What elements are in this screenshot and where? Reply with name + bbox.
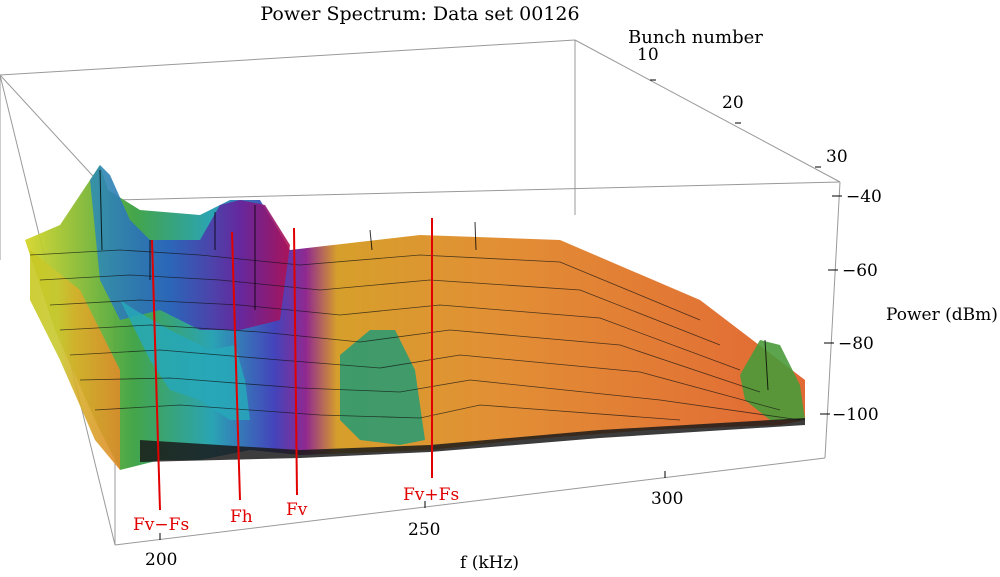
y-tick-label-30: 30 (826, 147, 848, 167)
frequency-markers (151, 218, 433, 511)
z-tick-label-neg60: −60 (842, 261, 878, 281)
marker-label-fv-plus-fs: Fv+Fs (403, 485, 459, 505)
y-tick-label-10: 10 (637, 45, 659, 65)
marker-line-fv-fs (151, 239, 161, 511)
marker-line-fh (231, 231, 241, 501)
marker-label-fh: Fh (230, 507, 253, 527)
y-axis-ticks (650, 79, 821, 168)
x-tick-label-300: 300 (651, 489, 683, 509)
z-axis-ticks (820, 195, 842, 415)
x-tick-label-250: 250 (408, 520, 440, 540)
z-axis-label: Power (dBm) (886, 305, 998, 325)
x-axis-ticks (159, 471, 666, 540)
marker-line-fv (293, 227, 298, 496)
marker-label-fv-fs: Fv−Fs (133, 515, 189, 535)
y-axis-label: Bunch number (628, 27, 763, 48)
z-tick-label-neg100: −100 (832, 405, 879, 425)
x-axis-label: f (kHz) (460, 553, 519, 573)
z-tick-label-neg40: −40 (846, 187, 882, 207)
x-tick-label-200: 200 (145, 550, 177, 570)
marker-label-fv: Fv (286, 500, 308, 520)
z-tick-label-neg80: −80 (838, 334, 874, 354)
spectrum-surface (25, 165, 805, 470)
chart-title: Power Spectrum: Data set 00126 (260, 3, 579, 25)
y-tick-label-20: 20 (722, 93, 744, 113)
